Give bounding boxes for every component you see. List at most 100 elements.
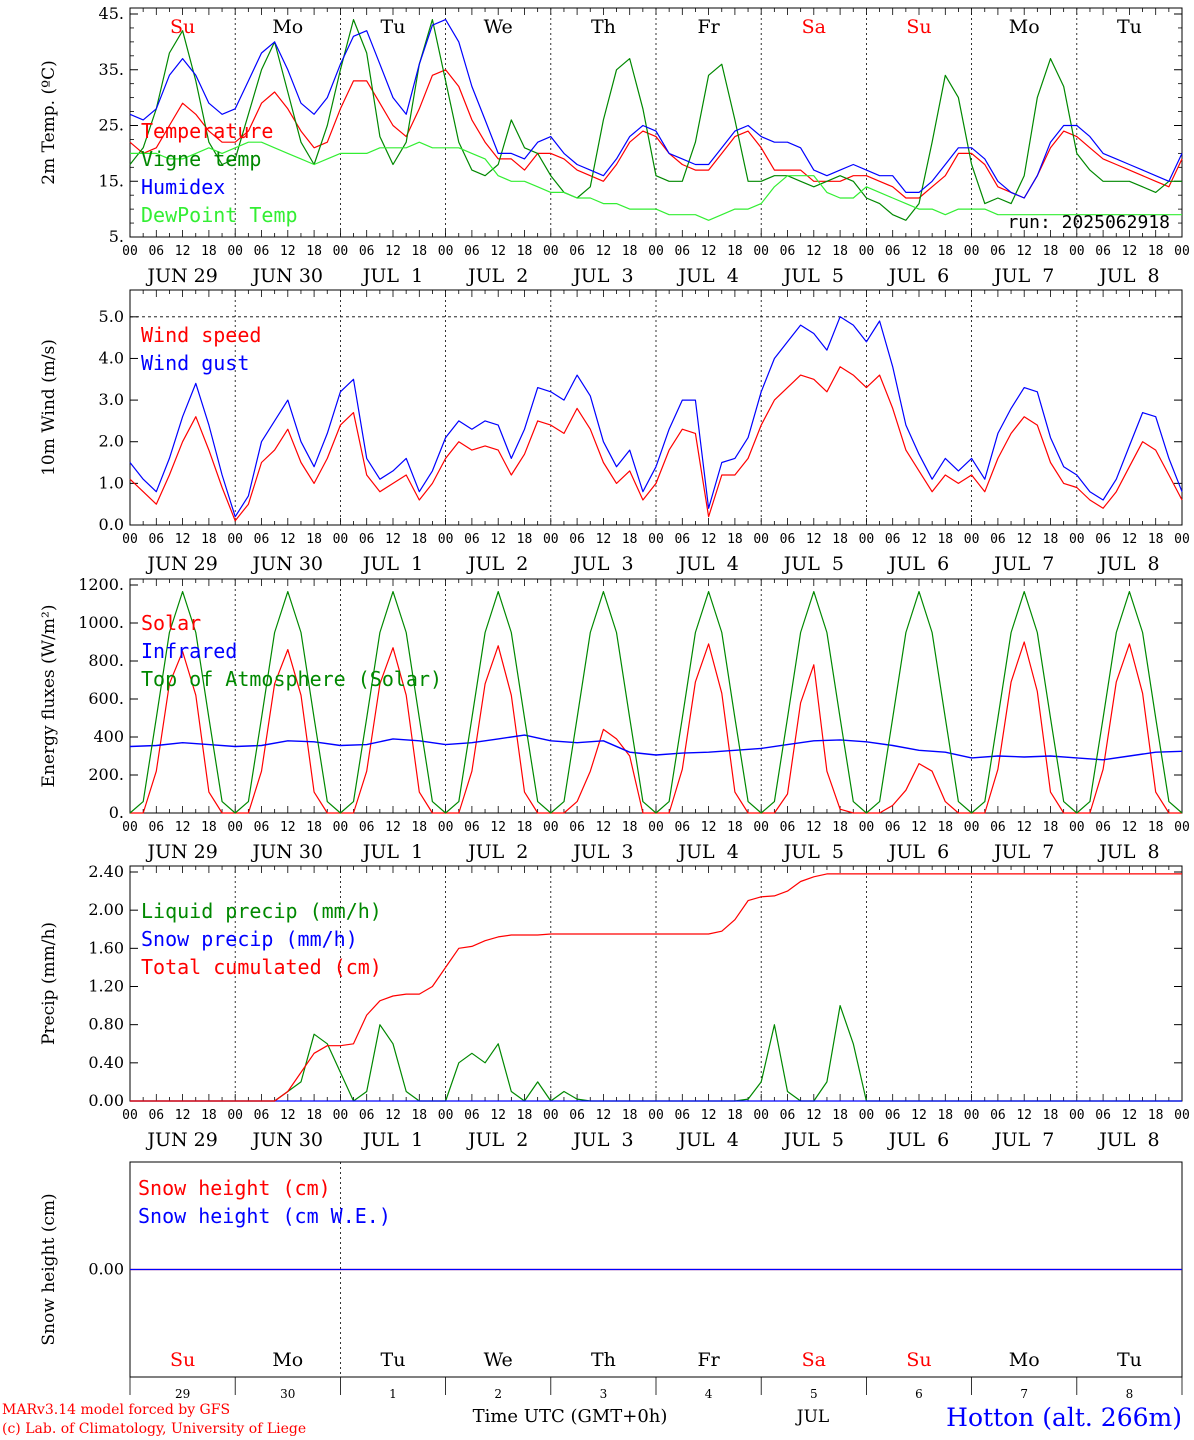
hour-tick-label: 06 xyxy=(148,820,164,835)
weekday-label: Mo xyxy=(1009,16,1040,38)
day-number-label: 7 xyxy=(1020,1387,1028,1401)
hour-tick-label: 18 xyxy=(622,532,638,547)
day-number-label: 3 xyxy=(600,1387,608,1401)
hour-tick-label: 00 xyxy=(964,820,980,835)
hour-tick-label: 18 xyxy=(937,1108,953,1123)
date-label: JUL 3 xyxy=(571,1129,633,1151)
series-line xyxy=(129,19,1182,221)
date-label: JUL 2 xyxy=(466,265,528,287)
y-tick-label: 1000. xyxy=(78,613,124,632)
y-tick-label: 200. xyxy=(88,765,124,784)
hour-tick-label: 00 xyxy=(1069,244,1085,259)
legend-entry: Snow precip (mm/h) xyxy=(141,927,358,951)
y-tick-label: 0. xyxy=(109,803,124,822)
hour-tick-label: 12 xyxy=(701,244,717,259)
month-label: JUL xyxy=(795,1407,829,1427)
hour-tick-label: 00 xyxy=(438,244,454,259)
date-label: JUL 3 xyxy=(571,841,633,863)
weekday-label: Th xyxy=(591,16,616,38)
hour-tick-label: 06 xyxy=(464,244,480,259)
hour-tick-label: 00 xyxy=(1174,244,1190,259)
date-label: JUN 30 xyxy=(251,265,323,287)
hour-tick-label: 00 xyxy=(964,532,980,547)
hour-tick-label: 18 xyxy=(517,1108,533,1123)
hour-tick-label: 18 xyxy=(1043,1108,1059,1123)
weekday-label: Th xyxy=(591,1349,616,1371)
hour-tick-label: 12 xyxy=(1016,820,1032,835)
legend-entry: DewPoint Temp xyxy=(141,203,298,227)
hour-tick-label: 06 xyxy=(674,1108,690,1123)
hour-tick-label: 12 xyxy=(385,532,401,547)
weekday-label: Mo xyxy=(1009,1349,1040,1371)
y-tick-label: 35. xyxy=(99,60,124,79)
weekday-label: Fr xyxy=(697,1349,720,1371)
hour-tick-label: 00 xyxy=(227,820,243,835)
weekday-label: Sa xyxy=(802,16,826,38)
time-axis-label: Time UTC (GMT+0h) xyxy=(473,1406,668,1427)
hour-tick-label: 12 xyxy=(175,1108,191,1123)
hour-tick-label: 00 xyxy=(438,1108,454,1123)
hour-tick-label: 06 xyxy=(1095,532,1111,547)
hour-tick-label: 00 xyxy=(543,532,559,547)
day-number-label: 8 xyxy=(1126,1387,1134,1401)
legend-entry: Liquid precip (mm/h) xyxy=(141,899,382,923)
hour-tick-label: 06 xyxy=(569,532,585,547)
hour-tick-label: 18 xyxy=(411,820,427,835)
hour-tick-label: 00 xyxy=(333,244,349,259)
day-number-label: 5 xyxy=(810,1387,818,1401)
hour-tick-label: 00 xyxy=(859,532,875,547)
footer: MARv3.14 model forced by GFS (c) Lab. of… xyxy=(2,1402,1182,1437)
hour-tick-label: 12 xyxy=(490,532,506,547)
date-label: JUL 8 xyxy=(1097,1129,1159,1151)
series-line xyxy=(129,366,1183,522)
y-axis-label: Snow height (cm) xyxy=(39,1193,59,1345)
y-tick-label: 0.0 xyxy=(99,515,124,534)
hour-tick-label: 06 xyxy=(464,532,480,547)
legend-entry: Humidex xyxy=(141,175,225,199)
hour-tick-label: 00 xyxy=(122,1108,138,1123)
series-line xyxy=(129,316,1183,518)
hour-tick-label: 00 xyxy=(1174,532,1190,547)
hour-tick-label: 06 xyxy=(569,1108,585,1123)
hour-tick-label: 06 xyxy=(464,820,480,835)
y-tick-label: 1.0 xyxy=(99,473,124,492)
hour-tick-label: 06 xyxy=(359,244,375,259)
hour-tick-label: 12 xyxy=(1016,244,1032,259)
weekday-label: We xyxy=(484,1349,513,1371)
weekday-label: Su xyxy=(170,1349,195,1371)
y-tick-label: 15. xyxy=(99,171,124,190)
hour-tick-label: 00 xyxy=(1069,1108,1085,1123)
hour-tick-label: 12 xyxy=(490,1108,506,1123)
hour-tick-label: 18 xyxy=(306,820,322,835)
hour-tick-label: 18 xyxy=(727,244,743,259)
hour-tick-label: 00 xyxy=(122,244,138,259)
y-tick-label: 4.0 xyxy=(99,348,124,367)
hour-tick-label: 00 xyxy=(859,244,875,259)
weekday-label: Su xyxy=(906,1349,931,1371)
hour-tick-label: 12 xyxy=(1016,1108,1032,1123)
hour-tick-label: 12 xyxy=(911,1108,927,1123)
weekday-label: Fr xyxy=(697,16,720,38)
series-line xyxy=(129,69,1183,199)
hour-tick-label: 00 xyxy=(648,244,664,259)
date-label: JUL 6 xyxy=(887,1129,949,1151)
hour-tick-label: 12 xyxy=(911,532,927,547)
y-tick-label: 0.00 xyxy=(88,1260,124,1279)
station-label: Hotton (alt. 266m) xyxy=(946,1403,1182,1432)
hour-tick-label: 06 xyxy=(148,244,164,259)
hour-tick-label: 12 xyxy=(911,820,927,835)
date-label: JUL 6 xyxy=(887,265,949,287)
panel-2: 0.0 1.0 2.0 3.0 4.0 5.0 10m Wind (m/s) 00 06 12 18… xyxy=(39,289,1190,575)
day-number-label: 6 xyxy=(915,1387,923,1401)
hour-tick-label: 18 xyxy=(201,532,217,547)
weekday-label: Tu xyxy=(381,1349,406,1371)
hour-tick-label: 12 xyxy=(490,820,506,835)
hour-tick-label: 18 xyxy=(622,820,638,835)
hour-tick-label: 06 xyxy=(885,820,901,835)
y-tick-label: 25. xyxy=(99,116,124,135)
day-number-label: 4 xyxy=(705,1387,713,1401)
weekday-label: Sa xyxy=(802,1349,826,1371)
weekday-label: Mo xyxy=(272,16,303,38)
date-label: JUL 3 xyxy=(571,553,633,575)
date-label: JUL 8 xyxy=(1097,553,1159,575)
